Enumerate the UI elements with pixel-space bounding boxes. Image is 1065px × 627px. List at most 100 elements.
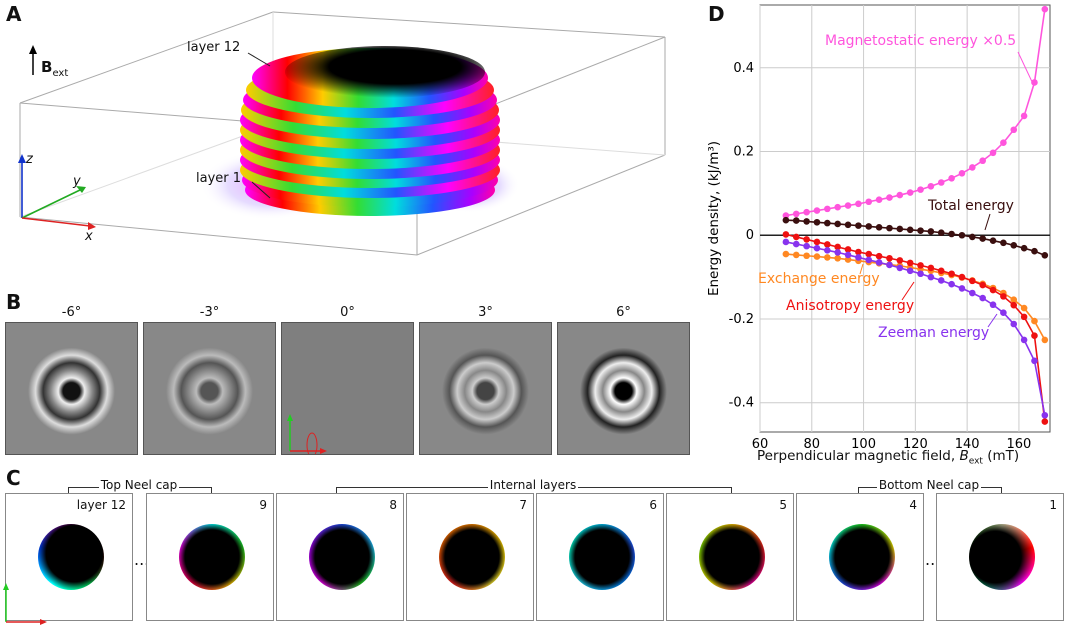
lorentz-image-minus3 — [143, 322, 276, 455]
data-point — [865, 198, 873, 206]
data-point — [824, 254, 831, 261]
data-point — [1041, 411, 1049, 419]
data-point — [917, 186, 924, 193]
field-label: Bext — [41, 58, 69, 79]
data-point — [927, 264, 935, 272]
data-point — [937, 179, 945, 186]
data-point — [875, 223, 883, 231]
data-point — [979, 157, 986, 165]
data-point — [1010, 320, 1018, 328]
x-tick-label: 140 — [955, 437, 980, 452]
layer-1-label: layer 1 — [196, 171, 242, 186]
layer-12-label: layer 12 — [187, 40, 241, 55]
data-point — [886, 194, 893, 201]
data-point — [782, 231, 790, 238]
data-point — [813, 207, 821, 214]
data-point — [1031, 357, 1038, 365]
data-point — [937, 229, 945, 237]
data-point — [875, 259, 883, 266]
data-point — [896, 264, 904, 272]
data-point — [896, 257, 904, 264]
lorentz-image-zero — [281, 322, 414, 455]
data-point — [844, 256, 852, 263]
y-tick-label: 0.4 — [733, 61, 754, 76]
angle-label: 6° — [616, 305, 631, 320]
lorentz-image-minus6 — [5, 322, 138, 455]
data-point — [906, 189, 914, 196]
data-point — [917, 262, 924, 269]
data-point — [803, 208, 810, 216]
panel-b-label: B — [6, 290, 22, 314]
data-point — [792, 233, 800, 241]
layer-tile-5: 5 — [666, 493, 794, 621]
data-point — [834, 220, 841, 228]
data-point — [1000, 139, 1007, 147]
data-point — [917, 270, 924, 278]
data-point — [886, 254, 893, 262]
data-point — [875, 196, 883, 203]
data-point — [979, 235, 986, 242]
data-point — [803, 242, 810, 250]
axis-y-label: y — [73, 174, 81, 189]
series-label-leader — [984, 213, 991, 231]
data-point — [969, 289, 976, 297]
data-point — [989, 149, 997, 157]
panel-c-axes-icon — [3, 583, 47, 625]
data-point — [1000, 239, 1007, 247]
skyrmion-tube-layers — [240, 46, 500, 216]
data-point — [824, 241, 831, 248]
data-point — [844, 251, 852, 259]
data-point — [1041, 336, 1049, 344]
data-point — [834, 243, 841, 251]
x-tick-label: 60 — [752, 437, 769, 452]
data-point — [813, 244, 821, 252]
data-point — [803, 218, 810, 225]
y-tick-label: -0.2 — [729, 312, 754, 327]
data-point — [1010, 301, 1018, 309]
y-tick-label: 0 — [746, 228, 754, 243]
data-point — [906, 267, 914, 275]
panel-c-label: C — [6, 466, 21, 490]
data-point — [855, 248, 862, 256]
top-cap-label: Top Neel cap — [98, 478, 180, 492]
panel-d-label: D — [708, 2, 725, 26]
x-tick-label: 100 — [851, 437, 876, 452]
data-point — [1010, 296, 1018, 304]
series-label: Anisotropy energy — [786, 298, 914, 314]
data-point — [969, 164, 976, 171]
data-point — [855, 200, 862, 208]
data-point — [948, 270, 955, 278]
data-point — [948, 280, 955, 288]
data-point — [948, 230, 955, 238]
data-point — [1000, 293, 1007, 300]
data-point — [865, 256, 873, 264]
panel-a-label: A — [6, 2, 22, 26]
data-point — [865, 223, 873, 230]
angle-label: 3° — [478, 305, 493, 320]
layer-tile-12: layer 12 — [5, 493, 133, 621]
data-point — [958, 231, 966, 239]
series-label-leader — [901, 281, 915, 301]
tilt-axes-icon — [287, 414, 327, 454]
data-point — [896, 191, 904, 199]
series-label: Exchange energy — [758, 271, 880, 287]
data-point — [855, 222, 862, 229]
axis-z-label: z — [26, 152, 33, 167]
energy-chart: 60 80 100 120 140 160 -0.4 -0.2 0 0.2 0.4 Energy de… — [706, 4, 1051, 452]
series-label: Magnetostatic energy ×0.5 — [825, 33, 1016, 49]
axis-x-label: x — [85, 229, 93, 244]
data-point — [855, 254, 862, 261]
x-axis-label: Perpendicular magnetic field, Bext (mT) — [757, 448, 1020, 467]
series-label-leader — [859, 263, 864, 275]
series-label: Zeeman energy — [878, 325, 989, 341]
data-point — [958, 273, 966, 281]
data-point — [813, 253, 821, 260]
data-point — [937, 267, 945, 275]
layer-tile-7: 7 — [406, 493, 534, 621]
data-point — [979, 294, 986, 302]
data-point — [896, 225, 904, 233]
data-point — [989, 237, 997, 244]
data-point — [1031, 247, 1038, 255]
data-point — [824, 219, 831, 227]
data-point — [834, 203, 841, 211]
